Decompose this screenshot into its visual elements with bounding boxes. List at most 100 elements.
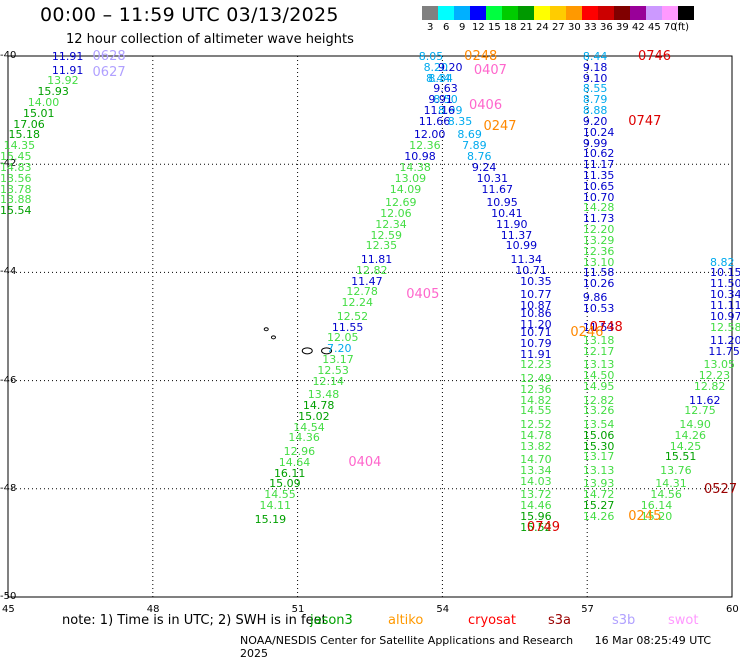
wave-height-label: 11.20	[710, 334, 740, 348]
wave-height-label: 9.18	[582, 60, 608, 74]
wave-height-label: 11.58	[582, 266, 615, 280]
legend-label: 39	[616, 22, 629, 33]
island-outline	[270, 335, 276, 340]
wave-height-label: 15.01	[22, 106, 55, 120]
wave-height-label: 8.44	[425, 71, 451, 85]
wave-height-label: 12.58	[710, 320, 740, 334]
map-title: 00:00 – 11:59 UTC 03/13/2025	[40, 4, 339, 26]
wave-height-label: 14.64	[278, 455, 311, 469]
wave-height-label: 12.75	[684, 404, 716, 418]
wave-height-label: 12.78	[346, 285, 378, 299]
pass-time-label: 0246	[570, 324, 604, 340]
wave-height-label: 14.70	[520, 453, 552, 467]
wave-height-label: 11.75	[708, 344, 740, 358]
wave-height-label: 10.31	[476, 171, 509, 185]
wave-height-label: 13.82	[520, 439, 552, 453]
wave-height-label: 14.55	[520, 404, 552, 418]
wave-height-label: 13.17	[322, 352, 354, 366]
wave-height-label: 14.35	[3, 139, 36, 153]
legend-label: 18	[504, 22, 517, 33]
wave-height-label: 8.34	[428, 71, 453, 85]
wave-height-label: 13.48	[307, 388, 340, 402]
wave-height-label: 15.45	[0, 150, 32, 164]
wave-height-label: 12.53	[317, 363, 349, 377]
legend-swatch	[486, 6, 502, 20]
wave-height-label: 13.13	[582, 463, 615, 477]
wave-height-label: 13.13	[582, 358, 615, 372]
wave-height-label: 11.90	[495, 217, 528, 231]
legend-swatch	[582, 6, 598, 20]
legend-label: 30	[568, 22, 581, 33]
wave-height-label: 13.26	[582, 404, 615, 418]
wave-height-label: 14.36	[288, 431, 320, 445]
wave-height-label: 9.86	[582, 290, 608, 304]
legend-swatch	[566, 6, 582, 20]
satellite-s3a: s3a	[548, 613, 572, 628]
wave-height-label: 13.10	[582, 255, 615, 269]
wave-height-label: 14.78	[302, 398, 335, 412]
wave-height-label: 14.82	[520, 393, 552, 407]
pass-time-label: 0527	[704, 481, 738, 497]
wave-height-label: 9.20	[582, 114, 608, 128]
wave-height-label: 10.71	[520, 325, 552, 339]
lon-tick-label: 54	[436, 604, 450, 615]
pass-time-label: 0406	[469, 97, 503, 113]
wave-height-label: 14.72	[582, 488, 615, 502]
legend-swatch	[518, 6, 534, 20]
wave-height-label: 14.90	[679, 417, 711, 431]
color-legend	[422, 6, 694, 20]
wave-height-label: 17.06	[13, 117, 45, 131]
wave-height-label: 12.06	[380, 206, 412, 220]
wave-height-label: 8.79	[582, 93, 608, 107]
lon-tick-label: 45	[2, 604, 15, 615]
wave-height-label: 11.35	[582, 169, 615, 183]
wave-height-label: 11.37	[500, 228, 533, 242]
wave-height-label: 9.91	[428, 93, 453, 107]
pass-time-label: 0407	[473, 62, 507, 78]
map-frame	[7, 55, 733, 598]
legend-swatch	[630, 6, 646, 20]
wave-height-label: 15.02	[298, 409, 330, 423]
wave-height-label: 9.63	[433, 82, 458, 96]
legend-swatch	[454, 6, 470, 20]
wave-height-label: 13.92	[47, 74, 79, 88]
wave-height-label: 10.62	[582, 147, 615, 161]
wave-height-label: 16.11	[273, 466, 306, 480]
wave-height-label: 13.88	[0, 193, 32, 207]
wave-height-label: 9.20	[438, 60, 463, 74]
legend-label: 3	[427, 22, 434, 33]
wave-height-label: 15.20	[640, 509, 673, 523]
wave-height-label: 15.96	[520, 509, 552, 523]
wave-height-label: 11.91	[51, 50, 84, 63]
wave-height-label: 7.20	[327, 342, 352, 356]
wave-height-label: 15.27	[582, 499, 615, 513]
legend-swatch	[646, 6, 662, 20]
wave-height-label: 14.50	[582, 369, 615, 383]
lon-tick-label: 57	[581, 604, 594, 615]
legend-label: 33	[584, 22, 597, 33]
wave-height-label: 14.28	[582, 201, 615, 215]
legend-label: 27	[552, 22, 565, 33]
legend-swatch	[502, 6, 518, 20]
lon-tick-label: 60	[726, 604, 739, 615]
wave-height-label: 8.50	[433, 93, 458, 107]
credit-text: NOAA/NESDIS Center for Satellite Applica…	[240, 634, 574, 647]
lat-tick-label: -46	[0, 374, 17, 386]
wave-height-label: 13.29	[582, 233, 615, 247]
wave-height-label: 8.99	[438, 104, 463, 118]
legend-label: 42	[632, 22, 645, 33]
wave-height-label: 11.73	[582, 212, 615, 226]
wave-height-label: 14.55	[264, 488, 296, 502]
wave-height-label: 13.72	[520, 488, 552, 502]
wave-height-label: 13.17	[582, 450, 615, 464]
wave-height-label: 14.56	[650, 488, 682, 502]
wave-height-label: 7.89	[462, 139, 487, 153]
wave-height-label: 11.67	[481, 182, 513, 196]
legend-swatch	[614, 6, 630, 20]
wave-height-label: 15.06	[582, 428, 615, 442]
wave-height-label: 12.82	[693, 380, 726, 393]
legend-label: 21	[520, 22, 533, 33]
legend-swatch	[470, 6, 486, 20]
wave-height-label: 14.78	[520, 428, 552, 442]
wave-height-label: 15.18	[8, 128, 40, 142]
